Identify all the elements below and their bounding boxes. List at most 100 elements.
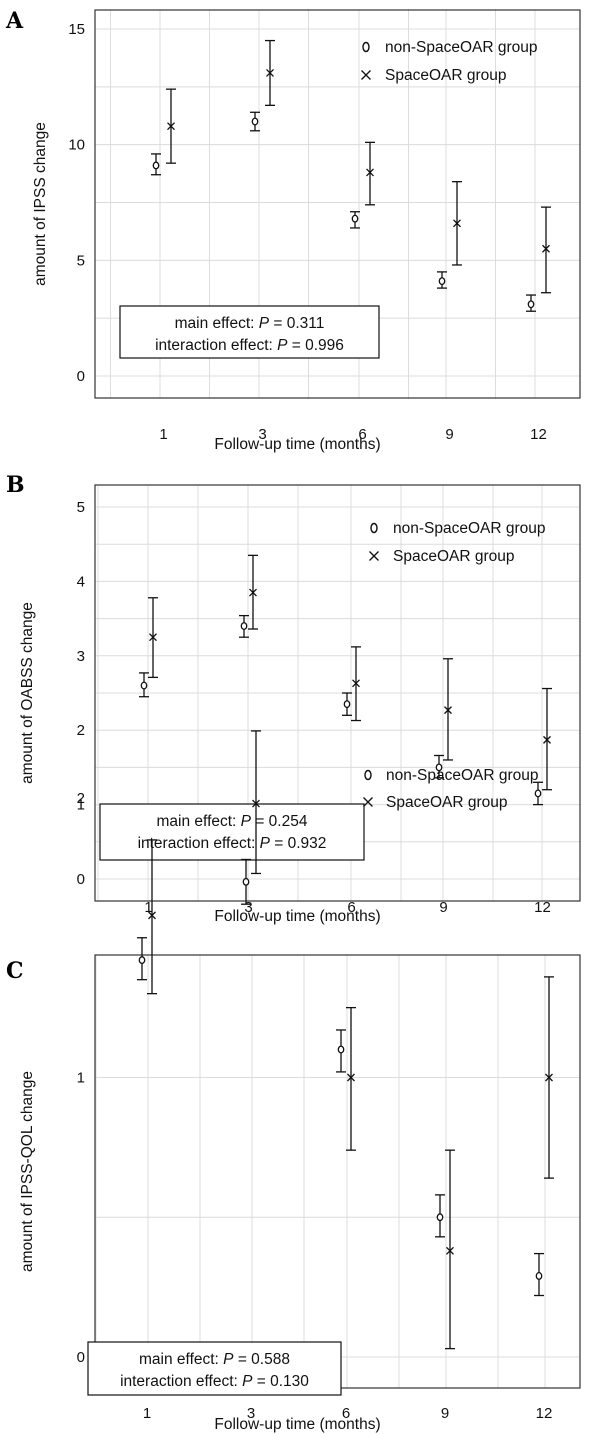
x-tick-label: 3 bbox=[247, 1405, 255, 1422]
y-tick-label: 0 bbox=[77, 368, 85, 385]
legend-label: non-SpaceOAR group bbox=[393, 520, 546, 537]
x-tick-label: 9 bbox=[445, 426, 453, 443]
stats-main-effect: main effect: P = 0.254 bbox=[157, 813, 308, 830]
data-point-circle bbox=[351, 214, 359, 223]
stats-p-symbol: P bbox=[260, 835, 271, 852]
data-point-circle bbox=[435, 763, 443, 772]
stats-main-value: = 0.588 bbox=[234, 1351, 290, 1368]
data-point-circle bbox=[534, 789, 542, 798]
data-point-x bbox=[543, 735, 551, 744]
x-tick-label: 1 bbox=[143, 1405, 151, 1422]
stats-p-symbol: P bbox=[241, 813, 252, 830]
y-tick-label: 2 bbox=[77, 790, 85, 807]
legend-marker-x bbox=[369, 551, 379, 561]
legend-label: non-SpaceOAR group bbox=[386, 767, 539, 784]
stats-box bbox=[99, 803, 365, 861]
data-point-circle bbox=[337, 1045, 345, 1054]
stats-main-value: = 0.254 bbox=[251, 813, 308, 830]
y-tick-label: 15 bbox=[68, 21, 85, 38]
data-point-x bbox=[542, 244, 550, 253]
chart-panel-a: A 0 5 10 15 1 3 6 9 12 Follow-up time (months) amou… bbox=[5, 8, 581, 453]
x-tick-label: 1 bbox=[144, 899, 152, 916]
plot-frame bbox=[94, 9, 581, 399]
x-tick-label: 3 bbox=[244, 899, 252, 916]
x-tick-label: 12 bbox=[534, 899, 551, 916]
x-tick-label: 12 bbox=[530, 426, 547, 443]
data-point-circle bbox=[438, 277, 446, 286]
stats-main-label: main effect: bbox=[139, 1351, 223, 1368]
stats-interaction-label: interaction effect: bbox=[120, 1373, 242, 1390]
y-tick-label: 5 bbox=[77, 252, 85, 269]
legend-marker-circle bbox=[370, 522, 378, 534]
data-point-x bbox=[148, 911, 156, 920]
x-axis-title: Follow-up time (months) bbox=[214, 908, 380, 925]
y-tick-label: 0 bbox=[77, 1349, 85, 1366]
stats-main-label: main effect: bbox=[157, 813, 241, 830]
x-axis-title: Follow-up time (months) bbox=[214, 436, 380, 453]
stats-box bbox=[87, 1341, 342, 1396]
stats-interaction-label: interaction effect: bbox=[138, 835, 260, 852]
data-point-x bbox=[545, 1073, 553, 1082]
x-tick-label: 6 bbox=[342, 1405, 350, 1422]
stats-interaction-effect: interaction effect: P = 0.130 bbox=[120, 1373, 309, 1390]
y-tick-label: 4 bbox=[77, 573, 85, 590]
stats-main-label: main effect: bbox=[175, 315, 259, 332]
data-point-x bbox=[167, 122, 175, 131]
plot-area bbox=[95, 955, 580, 1388]
x-tick-label: 9 bbox=[441, 1405, 449, 1422]
y-axis-title: amount of IPSS change bbox=[32, 122, 49, 286]
plot-frame bbox=[94, 484, 581, 902]
legend-marker-x bbox=[363, 797, 373, 807]
data-point-circle bbox=[242, 877, 250, 886]
stats-box bbox=[119, 305, 380, 359]
data-point-x bbox=[446, 1246, 454, 1255]
stats-interaction-value: = 0.996 bbox=[287, 337, 343, 354]
x-tick-label: 6 bbox=[358, 426, 366, 443]
stats-p-symbol: P bbox=[242, 1373, 253, 1390]
y-tick-label: 3 bbox=[77, 648, 85, 665]
data-point-circle bbox=[436, 1213, 444, 1222]
stats-p-symbol: P bbox=[259, 315, 270, 332]
x-tick-label: 1 bbox=[159, 426, 167, 443]
legend-label: SpaceOAR group bbox=[385, 67, 507, 84]
data-point-x bbox=[249, 588, 257, 597]
data-point-x bbox=[352, 679, 360, 688]
legend-marker-x bbox=[361, 70, 371, 80]
x-tick-label: 9 bbox=[439, 899, 447, 916]
y-tick-label: 1 bbox=[77, 1070, 85, 1087]
stats-main-effect: main effect: P = 0.588 bbox=[139, 1351, 290, 1368]
data-point-circle bbox=[138, 956, 146, 965]
y-tick-label: 5 bbox=[77, 499, 85, 516]
data-point-circle bbox=[527, 300, 535, 309]
data-point-x bbox=[252, 799, 260, 808]
x-tick-label: 3 bbox=[258, 426, 266, 443]
legend-label: SpaceOAR group bbox=[386, 794, 508, 811]
data-point-x bbox=[149, 633, 157, 642]
data-point-circle bbox=[140, 681, 148, 690]
data-point-x bbox=[453, 219, 461, 228]
y-axis-title: amount of OABSS change bbox=[19, 602, 36, 784]
data-point-x bbox=[347, 1073, 355, 1082]
data-point-circle bbox=[343, 700, 351, 709]
data-point-circle bbox=[535, 1271, 543, 1280]
stats-p-symbol: P bbox=[223, 1351, 234, 1368]
x-tick-label: 6 bbox=[347, 899, 355, 916]
panel-letter: B bbox=[6, 472, 25, 498]
y-tick-label: 2 bbox=[77, 722, 85, 739]
y-axis-title: amount of IPSS-QOL change bbox=[19, 1071, 36, 1272]
y-tick-label: 1 bbox=[77, 797, 85, 814]
y-tick-label: 0 bbox=[77, 871, 85, 888]
stats-interaction-label: interaction effect: bbox=[155, 337, 277, 354]
data-point-circle bbox=[152, 161, 160, 170]
stats-interaction-value: = 0.130 bbox=[252, 1373, 309, 1390]
data-point-x bbox=[266, 68, 274, 77]
data-point-circle bbox=[240, 622, 248, 630]
data-point-x bbox=[444, 706, 452, 715]
stats-interaction-effect: interaction effect: P = 0.996 bbox=[155, 337, 344, 354]
stats-interaction-value: = 0.932 bbox=[270, 835, 326, 852]
data-point-circle bbox=[251, 117, 259, 126]
legend-marker-circle bbox=[362, 41, 370, 53]
